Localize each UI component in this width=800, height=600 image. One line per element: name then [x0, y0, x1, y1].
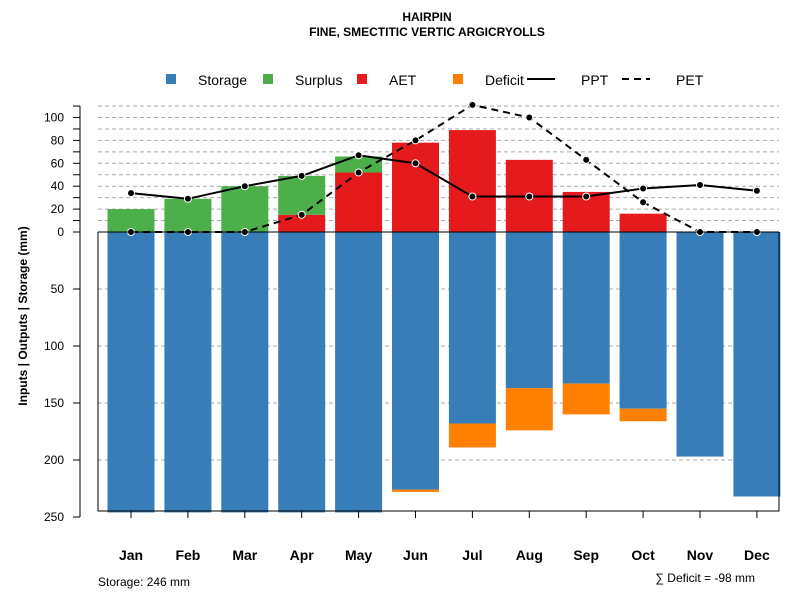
storage-bar	[107, 232, 155, 513]
deficit-bar	[448, 423, 496, 448]
x-tick-label-apr: Apr	[290, 547, 315, 563]
x-tick-label-mar: Mar	[232, 547, 257, 563]
y-axis-label: Inputs | Outputs | Storage (mm)	[16, 226, 30, 405]
storage-bar	[448, 232, 496, 424]
ppt-point	[639, 184, 648, 193]
ppt-point	[297, 171, 306, 180]
ppt-point	[411, 159, 420, 168]
pet-point	[525, 113, 534, 122]
deficit-total: ∑ Deficit = -98 mm	[655, 571, 755, 585]
y-tick-label: 80	[51, 133, 65, 147]
legend-label-aet: AET	[389, 72, 417, 88]
x-tick-label-aug: Aug	[516, 547, 543, 563]
storage-bar	[562, 232, 610, 384]
y-tick-label: 250	[44, 510, 64, 524]
x-tick-label-jul: Jul	[462, 547, 482, 563]
chart-subtitle: FINE, SMECTITIC VERTIC ARGICRYOLLS	[309, 25, 545, 39]
pet-point	[582, 155, 591, 164]
legend-swatch-aet	[357, 74, 367, 84]
aet-bar	[335, 172, 383, 232]
x-tick-label-jun: Jun	[403, 547, 428, 563]
legend-label-ppt: PPT	[581, 72, 609, 88]
x-tick-label-jan: Jan	[119, 547, 143, 563]
legend-label-surplus: Surplus	[295, 72, 342, 88]
pet-point	[468, 100, 477, 109]
pet-point	[297, 210, 306, 219]
plot-frame	[97, 232, 780, 512]
y-tick-label: 100	[44, 339, 64, 353]
x-tick-label-dec: Dec	[744, 547, 770, 563]
deficit-bar	[505, 388, 553, 431]
chart-title: HAIRPIN	[402, 10, 451, 24]
surplus-bar	[278, 175, 326, 215]
y-tick-label: 0	[57, 225, 64, 239]
ppt-point	[183, 194, 192, 203]
storage-bar	[392, 232, 439, 490]
legend-swatch-storage	[166, 74, 176, 84]
ppt-point	[354, 151, 363, 160]
y-tick-label: 40	[51, 179, 65, 193]
x-tick-label-feb: Feb	[175, 547, 200, 563]
ppt-point	[696, 181, 704, 190]
legend-swatch-surplus	[263, 74, 273, 84]
y-tick-label: 50	[51, 282, 65, 296]
ppt-point	[468, 192, 477, 201]
storage-bar	[676, 232, 724, 457]
legend-label-pet: PET	[676, 72, 704, 88]
legend: Storage Surplus AET Deficit PPT PET	[166, 72, 704, 88]
storage-bar	[278, 232, 326, 513]
ppt-point	[582, 192, 591, 201]
deficit-bar	[392, 489, 439, 492]
axes: 0 20 40 60 80 100 50 100 150 200 250 Jan Feb Mar Apr Ma…	[44, 105, 780, 563]
bars	[107, 130, 781, 513]
y-tick-label: 100	[44, 111, 64, 125]
aet-bar	[392, 142, 439, 232]
storage-bar	[335, 232, 383, 513]
y-tick-label: 200	[44, 453, 64, 467]
deficit-bar	[619, 408, 667, 422]
surplus-bar	[107, 209, 155, 232]
pet-point	[639, 198, 648, 207]
storage-bar	[164, 232, 212, 513]
storage-bar	[221, 232, 269, 513]
pet-point	[354, 168, 363, 177]
x-tick-label-sep: Sep	[573, 547, 599, 563]
storage-total: Storage: 246 mm	[98, 575, 190, 589]
legend-label-storage: Storage	[198, 72, 247, 88]
aet-bar	[619, 213, 667, 232]
ppt-point	[525, 192, 534, 201]
y-tick-label: 150	[44, 396, 64, 410]
aet-bar	[448, 130, 496, 232]
y-tick-label: 60	[51, 156, 65, 170]
pet-point	[411, 136, 420, 145]
deficit-bar	[562, 383, 610, 415]
x-tick-label-oct: Oct	[631, 547, 655, 563]
x-tick-label-may: May	[345, 547, 372, 563]
surplus-bar	[221, 186, 269, 232]
legend-swatch-deficit	[453, 74, 463, 84]
ppt-line	[130, 154, 758, 200]
ppt-point	[127, 189, 135, 198]
storage-bar	[733, 232, 781, 497]
surplus-bar	[164, 198, 212, 232]
ppt-point	[752, 186, 761, 195]
legend-label-deficit: Deficit	[485, 72, 524, 88]
storage-bar	[505, 232, 553, 389]
y-tick-label: 20	[51, 202, 65, 216]
x-tick-label-nov: Nov	[687, 547, 714, 563]
ppt-point	[240, 182, 249, 191]
storage-bar	[619, 232, 667, 409]
